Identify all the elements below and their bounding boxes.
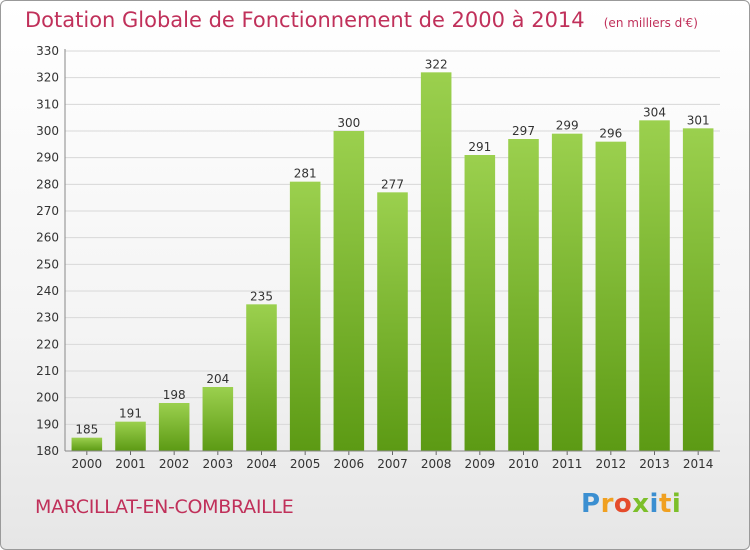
y-tick-label: 200 [36,391,59,405]
bar-2010[interactable] [508,139,539,451]
chart-title: Dotation Globale de Fonctionnement de 20… [25,8,585,32]
y-tick-label: 280 [36,177,59,191]
commune-name: MARCILLAT-EN-COMBRAILLE [35,496,294,518]
value-label: 185 [75,423,98,437]
value-label: 291 [468,140,491,154]
y-tick-label: 190 [36,417,59,431]
y-tick-label: 230 [36,311,59,325]
x-tick-label: 2007 [377,457,408,471]
bar-2011[interactable] [551,133,583,451]
x-tick-label: 2009 [465,457,496,471]
value-label: 204 [206,372,229,386]
y-tick-label: 260 [36,231,59,245]
bar-2005[interactable] [289,181,321,451]
y-tick-label: 320 [36,71,59,85]
title-row: Dotation Globale de Fonctionnement de 20… [25,8,698,32]
x-tick-label: 2005 [290,457,321,471]
y-tick-label: 290 [36,151,59,165]
chart-subtitle: (en milliers d'€) [603,16,698,30]
bar-2008[interactable] [420,72,452,451]
bar-2014[interactable] [682,128,714,451]
x-tick-label: 2010 [508,457,539,471]
value-label: 277 [381,177,404,191]
value-label: 304 [643,105,666,119]
x-tick-label: 2008 [421,457,452,471]
value-label: 191 [119,407,142,421]
value-label: 300 [337,116,360,130]
bar-2002[interactable] [158,403,190,451]
bar-2003[interactable] [202,387,234,451]
y-tick-label: 250 [36,257,59,271]
y-tick-label: 310 [36,97,59,111]
bar-2000[interactable] [71,437,103,451]
y-tick-label: 330 [36,44,59,58]
y-tick-label: 180 [36,444,59,458]
axes: 180 190 200 210 220 230 240 250 260 270 280 290 300 3… [36,44,720,471]
x-tick-label: 2002 [159,457,190,471]
y-tick-label: 220 [36,337,59,351]
y-tick-label: 270 [36,204,59,218]
bar-2012[interactable] [595,141,627,451]
value-label: 198 [163,388,186,402]
value-label: 299 [556,119,579,133]
bar-2007[interactable] [377,192,408,452]
x-tick-label: 2011 [552,457,583,471]
value-label: 297 [512,124,535,138]
y-tick-label: 210 [36,364,59,378]
value-label: 281 [294,167,317,181]
proxiti-logo[interactable]: Proxiti [581,489,682,519]
y-tick-label: 300 [36,124,59,138]
value-label: 301 [687,113,710,127]
x-tick-label: 2004 [246,457,277,471]
bars: 185 191 198 204 235 281 300 277 322 291 297 299 296 3… [71,57,714,452]
x-tick-label: 2013 [639,457,670,471]
bar-2013[interactable] [639,120,670,451]
bar-2009[interactable] [464,155,496,451]
value-label: 322 [425,57,448,71]
value-label: 235 [250,289,273,303]
bar-2006[interactable] [333,131,365,451]
y-tick-label: 240 [36,284,59,298]
value-label: 296 [599,127,622,141]
bar-2001[interactable] [115,421,146,451]
x-tick-label: 2014 [683,457,714,471]
x-tick-label: 2003 [203,457,234,471]
bar-2004[interactable] [246,304,277,451]
x-tick-label: 2001 [115,457,146,471]
x-tick-label: 2012 [596,457,627,471]
x-tick-label: 2006 [334,457,365,471]
x-tick-label: 2000 [72,457,103,471]
